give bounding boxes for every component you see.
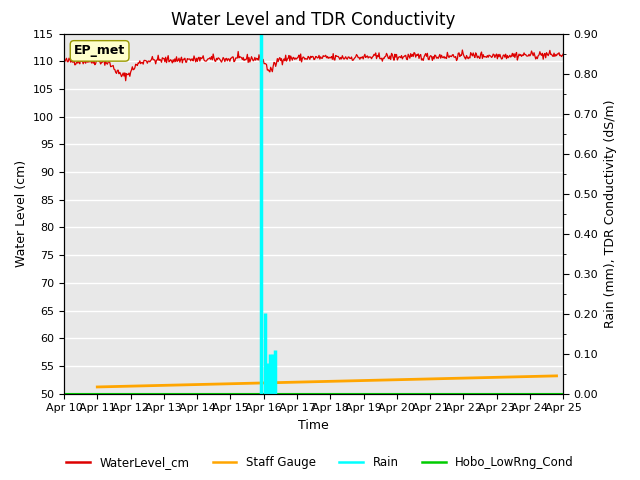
Y-axis label: Water Level (cm): Water Level (cm) xyxy=(15,160,28,267)
X-axis label: Time: Time xyxy=(298,419,329,432)
Title: Water Level and TDR Conductivity: Water Level and TDR Conductivity xyxy=(172,11,456,29)
Text: EP_met: EP_met xyxy=(74,44,125,58)
Legend: WaterLevel_cm, Staff Gauge, Rain, Hobo_LowRng_Cond: WaterLevel_cm, Staff Gauge, Rain, Hobo_L… xyxy=(61,452,579,474)
Y-axis label: Rain (mm), TDR Conductivity (dS/m): Rain (mm), TDR Conductivity (dS/m) xyxy=(604,99,617,328)
